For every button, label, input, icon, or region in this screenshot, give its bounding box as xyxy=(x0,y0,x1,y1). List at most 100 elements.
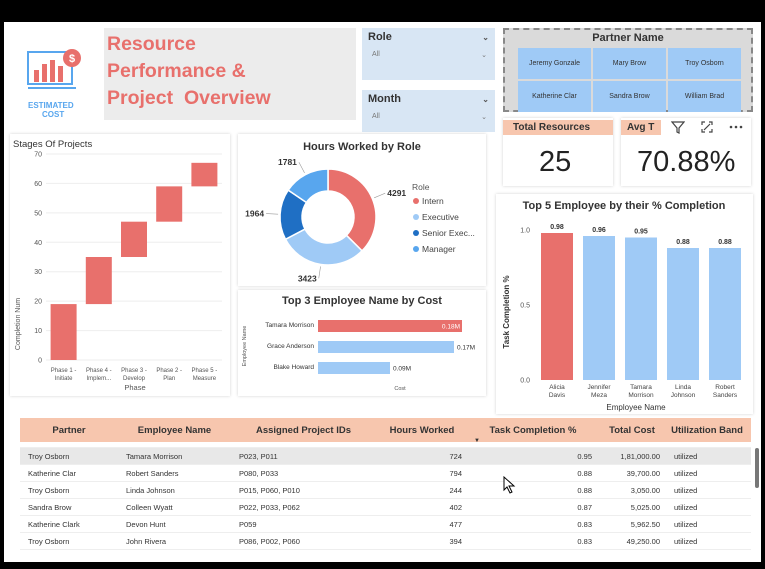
partner-option[interactable]: William Brad xyxy=(668,81,741,112)
stages-of-projects-visual[interactable]: Stages Of Projects Completion Num Phase … xyxy=(10,134,230,396)
completion-bar[interactable] xyxy=(583,236,615,380)
estimated-cost-logo: $ ESTIMATED COST xyxy=(24,40,90,120)
x-tick-label: Tamara xyxy=(630,384,652,391)
completion-bar[interactable] xyxy=(541,233,573,380)
legend-label[interactable]: Intern xyxy=(422,196,444,206)
table-row[interactable]: Troy Osborn Linda Johnson P015, P060, P010… xyxy=(20,482,751,499)
x-tick-label: Phase 4 - xyxy=(86,368,112,374)
waterfall-bar[interactable] xyxy=(191,162,218,187)
donut-slice[interactable] xyxy=(327,168,377,252)
donut-data-label: 1781 xyxy=(278,157,297,167)
cell-employee: Tamara Morrison xyxy=(126,451,183,461)
svg-text:$: $ xyxy=(69,53,75,65)
table-row[interactable]: Troy Osborn Tamara Morrison P023, P011 724 0… xyxy=(20,448,751,465)
cell-projects: P086, P002, P060 xyxy=(239,536,300,546)
partner-option[interactable]: Jeremy Gonzale xyxy=(518,48,591,79)
col-header-hours[interactable]: Hours Worked xyxy=(389,424,455,436)
chevron-down-icon[interactable]: ⌄ xyxy=(482,94,489,104)
y-axis-label: Employee Name xyxy=(242,326,248,367)
leader-line xyxy=(266,213,279,215)
role-slicer-label: Role xyxy=(368,31,392,43)
table-scrollbar[interactable] xyxy=(755,448,759,488)
cell-hours: 477 xyxy=(449,519,462,529)
x-tick-label: Initiate xyxy=(55,376,73,382)
partner-option[interactable]: Sandra Brow xyxy=(593,81,666,112)
y-tick-label: Grace Anderson xyxy=(267,343,314,350)
bar-data-label: 0.95 xyxy=(634,229,648,236)
x-tick-label: Measure xyxy=(193,376,217,382)
col-header-cost[interactable]: Total Cost xyxy=(609,424,655,436)
cell-partner: Troy Osborn xyxy=(28,485,70,495)
table-row[interactable]: Katherine Clark Devon Hunt P059 477 0.83 5,96… xyxy=(20,516,751,533)
table-row[interactable]: Katherine Clar Robert Sanders P080, P033 79… xyxy=(20,465,751,482)
x-tick-label: Johnson xyxy=(671,392,696,399)
legend-swatch xyxy=(413,198,419,204)
legend-label[interactable]: Manager xyxy=(422,244,456,254)
month-slicer-value[interactable]: All xyxy=(372,113,380,120)
cost-bar[interactable] xyxy=(318,320,462,332)
chevron-down-icon[interactable]: ⌄ xyxy=(482,32,489,42)
hours-by-role-visual[interactable]: Hours Worked by Role Role 4291 3423 1964 17… xyxy=(238,134,486,286)
month-slicer[interactable]: Month ⌄ All ⌄ xyxy=(362,90,495,132)
table-row[interactable]: Sandra Brow Colleen Wyatt P022, P033, P062… xyxy=(20,499,751,516)
top5-completion-chart: Top 5 Employee by their % Completion Tas… xyxy=(502,200,741,412)
top5-completion-visual[interactable]: Top 5 Employee by their % Completion Tas… xyxy=(496,194,753,414)
partner-option[interactable]: Troy Osborn xyxy=(668,48,741,79)
x-tick-label: Alicia xyxy=(549,384,565,391)
more-options-icon[interactable] xyxy=(729,120,743,134)
partner-slicer-label: Partner Name xyxy=(592,32,664,44)
cell-partner: Troy Osborn xyxy=(28,451,70,461)
sort-descending-icon[interactable]: ▼ xyxy=(474,437,480,444)
y-tick-label: 0 xyxy=(38,358,42,365)
avg-task-label: Avg T xyxy=(621,120,661,135)
cell-utilization: utilized xyxy=(674,451,698,461)
bar-data-label: 0.17M xyxy=(457,345,475,352)
legend-label[interactable]: Senior Exec... xyxy=(422,228,475,238)
donut-slice[interactable] xyxy=(287,168,329,204)
col-header-utilization[interactable]: Utilization Band xyxy=(671,424,743,436)
completion-bar[interactable] xyxy=(625,237,657,381)
partner-option[interactable]: Katherine Clar xyxy=(518,81,591,112)
role-slicer[interactable]: Role ⌄ All ⌄ xyxy=(362,28,495,80)
y-tick-label: 70 xyxy=(34,152,42,159)
waterfall-bar[interactable] xyxy=(156,186,183,222)
legend-label[interactable]: Executive xyxy=(422,212,459,222)
partner-name-slicer[interactable]: Partner Name Jeremy Gonzale Mary Brow Tr… xyxy=(503,28,753,112)
col-header-projects[interactable]: Assigned Project IDs xyxy=(255,424,352,436)
y-axis-label: Task Completion % xyxy=(502,275,511,348)
dropdown-chevron-icon[interactable]: ⌄ xyxy=(481,113,487,121)
cell-partner: Troy Osborn xyxy=(28,536,70,546)
filter-icon[interactable] xyxy=(670,120,685,134)
cell-partner: Sandra Brow xyxy=(28,502,72,512)
waterfall-bar[interactable] xyxy=(50,304,77,360)
role-slicer-value[interactable]: All xyxy=(372,51,380,58)
cell-hours: 724 xyxy=(449,451,462,461)
visual-header-toolbar xyxy=(663,118,751,136)
title-line-2: Performance & xyxy=(107,60,246,82)
x-tick-label: Sanders xyxy=(713,392,738,399)
completion-bar[interactable] xyxy=(667,248,699,380)
cost-bar[interactable] xyxy=(318,341,454,353)
x-tick-label: Plan xyxy=(163,376,175,382)
estimated-cost-icon: $ xyxy=(27,49,81,89)
resource-table[interactable]: Partner Employee Name Assigned Project I… xyxy=(20,418,759,554)
leader-line xyxy=(298,162,305,173)
hours-by-role-chart: Hours Worked by Role Role 4291 3423 1964 17… xyxy=(245,141,475,283)
x-tick-label: Phase 1 - xyxy=(51,368,77,374)
table-row[interactable]: Troy Osborn John Rivera P086, P002, P060 39… xyxy=(20,533,751,550)
cell-employee: Colleen Wyatt xyxy=(126,502,173,512)
cell-completion: 0.95 xyxy=(577,451,592,461)
waterfall-bar[interactable] xyxy=(85,257,112,305)
cell-completion: 0.88 xyxy=(577,485,592,495)
partner-option[interactable]: Mary Brow xyxy=(593,48,666,79)
cost-bar[interactable] xyxy=(318,362,390,374)
col-header-completion[interactable]: Task Completion % ▼ xyxy=(468,425,598,444)
completion-bar[interactable] xyxy=(709,248,741,380)
top3-cost-visual[interactable]: Top 3 Employee Name by Cost Employee Nam… xyxy=(238,290,486,396)
col-header-employee[interactable]: Employee Name xyxy=(137,424,212,436)
donut-data-label: 4291 xyxy=(387,188,406,198)
dropdown-chevron-icon[interactable]: ⌄ xyxy=(481,51,487,59)
focus-mode-icon[interactable] xyxy=(700,120,714,134)
waterfall-bar[interactable] xyxy=(121,221,147,257)
col-header-partner[interactable]: Partner xyxy=(52,424,86,436)
